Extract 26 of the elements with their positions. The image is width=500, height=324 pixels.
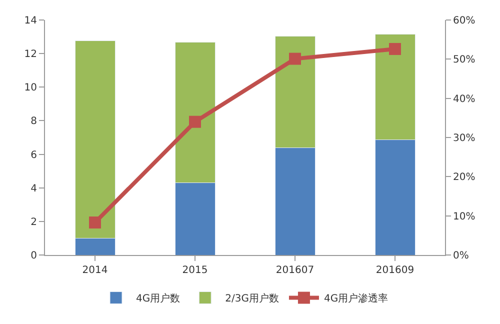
- x-tick-label: 201609: [376, 265, 414, 276]
- y2-tick-label: 50%: [453, 54, 476, 66]
- y-tick-label: 6: [30, 150, 37, 161]
- y2-tick-label: 30%: [453, 133, 476, 144]
- y-tick-label: 0: [30, 250, 37, 262]
- x-tick-label: 201607: [276, 265, 314, 276]
- y-tick-label: 14: [24, 16, 37, 26]
- y2-tick-label: 0%: [453, 250, 469, 262]
- y-tick-label: 8: [30, 116, 37, 128]
- x-tick-label: 2015: [182, 265, 208, 276]
- y-tick-label: 12: [24, 49, 37, 60]
- point: [289, 52, 301, 65]
- x-tick-label: 2014: [82, 265, 108, 276]
- y-tick-label: 10: [24, 82, 37, 94]
- y2-tick-label: 10%: [453, 211, 476, 222]
- y-tick-label: 2: [30, 216, 37, 228]
- point: [189, 116, 201, 128]
- legend-label: 4G用户数: [136, 292, 180, 305]
- legend-label: 2/3G用户数: [225, 292, 279, 305]
- y-tick-label: 4: [30, 183, 37, 194]
- point: [89, 216, 101, 228]
- y2-tick-label: 20%: [453, 172, 476, 184]
- legend-label: 4G用户渗透率: [324, 292, 388, 305]
- y2-tick-label: 40%: [453, 94, 476, 105]
- point: [389, 42, 401, 55]
- y2-tick-label: 60%: [453, 16, 476, 26]
